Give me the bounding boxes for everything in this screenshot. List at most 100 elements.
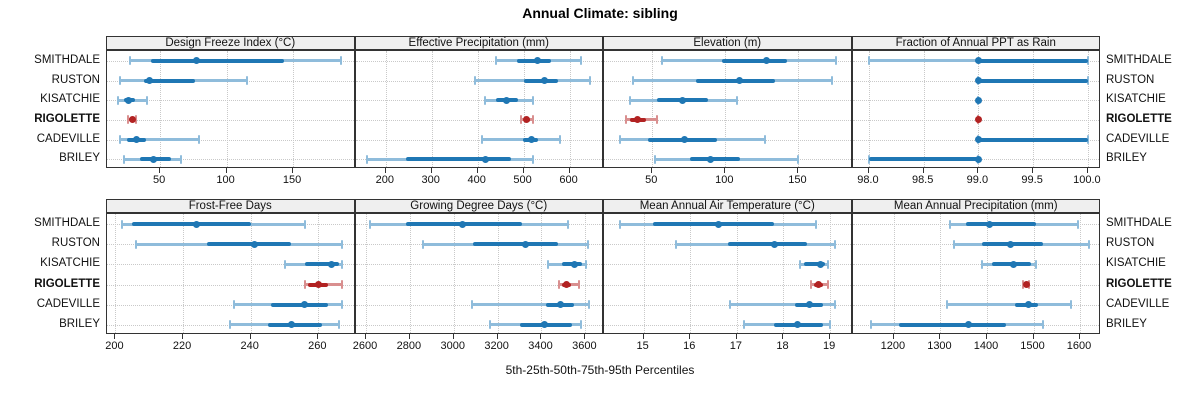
v-gridline xyxy=(725,51,727,167)
h-gridline xyxy=(107,284,354,286)
whisker-cap xyxy=(145,95,148,105)
h-gridline xyxy=(107,304,354,306)
panel-plot-area xyxy=(106,213,355,334)
axis-tick xyxy=(1032,168,1034,173)
median-dot xyxy=(192,57,200,65)
median-dot xyxy=(1025,301,1033,309)
whisker-cap xyxy=(123,154,126,164)
axis-tick-label: 1200 xyxy=(880,340,906,352)
site-label-left: RUSTON xyxy=(51,237,100,250)
v-gridline xyxy=(115,214,117,333)
v-gridline xyxy=(643,214,645,333)
whisker-cap xyxy=(1069,300,1072,310)
panel-strip: Fraction of Annual PPT as Rain xyxy=(851,36,1100,50)
h-gridline xyxy=(107,139,354,141)
site-label-left: CADEVILLE xyxy=(36,297,100,310)
whisker-line xyxy=(729,303,835,307)
iqr-bar xyxy=(270,302,329,307)
whisker-cap xyxy=(474,76,477,85)
iqr-bar xyxy=(132,222,251,227)
v-gridline xyxy=(1087,51,1089,167)
site-label-right: CADEVILLE xyxy=(1106,132,1170,145)
median-dot xyxy=(707,155,715,163)
iqr-bar xyxy=(978,137,1088,142)
site-label-left: SMITHDALE xyxy=(34,53,100,66)
axis-tick-label: 500 xyxy=(513,174,532,186)
median-dot xyxy=(540,77,548,84)
h-gridline xyxy=(355,139,603,141)
whisker-cap xyxy=(578,280,581,290)
axis-tick-label: 2600 xyxy=(352,340,378,352)
panel-strip-title: Fraction of Annual PPT as Rain xyxy=(895,37,1056,49)
panel-plot-area xyxy=(851,50,1100,168)
whisker-cap xyxy=(135,115,138,125)
site-label-right: RIGOLETTE xyxy=(1106,112,1172,125)
panel-strip-title: Mean Annual Precipitation (mm) xyxy=(893,200,1058,212)
axis-tick-label: 100.0 xyxy=(1073,174,1101,186)
median-dot xyxy=(150,155,157,163)
axis-tick xyxy=(292,168,294,173)
axis-tick xyxy=(642,334,644,339)
iqr-bar xyxy=(144,78,195,83)
axis-tick xyxy=(408,334,410,339)
v-gridline xyxy=(798,51,800,167)
h-gridline xyxy=(355,284,603,286)
v-gridline xyxy=(1033,51,1035,167)
median-dot xyxy=(634,116,642,124)
panel-plot-area xyxy=(354,213,603,334)
panel-strip: Mean Annual Precipitation (mm) xyxy=(851,199,1100,213)
v-gridline xyxy=(923,51,925,167)
median-dot xyxy=(287,321,295,329)
h-gridline xyxy=(107,100,354,102)
axis-tick-label: 220 xyxy=(172,340,192,352)
v-gridline xyxy=(541,214,543,333)
axis-tick xyxy=(452,334,454,339)
site-label-right: BRILEY xyxy=(1106,317,1147,330)
median-dot xyxy=(974,116,982,124)
site-label-right: CADEVILLE xyxy=(1106,297,1170,310)
whisker-cap xyxy=(531,154,534,164)
axis-tick-label: 19 xyxy=(822,340,836,352)
median-dot xyxy=(570,260,578,268)
iqr-bar xyxy=(652,222,775,227)
whisker-cap xyxy=(826,259,829,269)
axis-tick-label: 3000 xyxy=(440,340,465,352)
panel-plot-area xyxy=(354,50,603,168)
v-gridline xyxy=(986,214,988,333)
whisker-cap xyxy=(116,95,119,105)
site-label-left: RIGOLETTE xyxy=(34,112,100,125)
axis-tick xyxy=(829,334,831,339)
median-dot xyxy=(736,77,744,84)
whisker-cap xyxy=(580,56,583,66)
whisker-cap xyxy=(232,300,235,310)
median-dot xyxy=(301,301,309,309)
axis-tick xyxy=(735,334,737,339)
axis-tick-label: 200 xyxy=(375,174,394,186)
site-label-left: RIGOLETTE xyxy=(34,277,100,290)
median-dot xyxy=(805,301,813,309)
axis-tick xyxy=(651,168,653,173)
whisker-cap xyxy=(495,56,498,66)
median-dot xyxy=(680,136,688,143)
axis-tick xyxy=(1032,334,1034,339)
axis-tick-label: 150 xyxy=(788,174,807,186)
axis-tick xyxy=(1079,334,1081,339)
v-gridline xyxy=(366,214,368,333)
whisker-cap xyxy=(1086,76,1089,85)
whisker-cap xyxy=(798,259,801,269)
median-dot xyxy=(974,136,982,143)
h-gridline xyxy=(107,159,354,161)
site-label-right: KISATCHIE xyxy=(1106,93,1166,106)
axis-tick xyxy=(797,168,799,173)
whisker-cap xyxy=(826,280,829,290)
whisker-cap xyxy=(471,300,474,310)
axis-tick xyxy=(496,334,498,339)
axis-tick xyxy=(430,168,432,173)
whisker-cap xyxy=(629,95,632,105)
median-dot xyxy=(132,136,140,143)
site-label-left: KISATCHIE xyxy=(40,93,100,106)
whisker-cap xyxy=(229,320,232,330)
whisker-cap xyxy=(369,219,372,229)
axis-tick-label: 3600 xyxy=(572,340,597,352)
whisker-cap xyxy=(128,56,131,66)
